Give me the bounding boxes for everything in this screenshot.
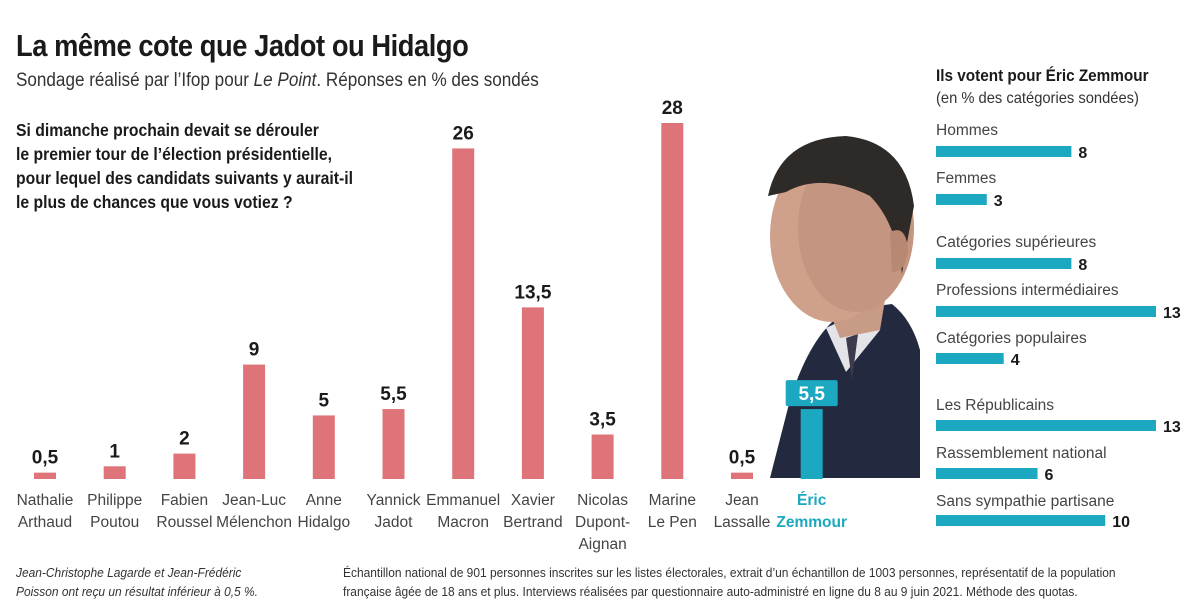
tick-label: Catégories supérieures xyxy=(936,234,1097,251)
data-label: 0,5 xyxy=(729,448,756,469)
tick-label: Arthaud xyxy=(18,514,72,531)
bar xyxy=(936,194,987,205)
data-label: 28 xyxy=(662,98,683,119)
footnote-line: Échantillon national de 901 personnes in… xyxy=(343,565,1116,580)
tick-label: Macron xyxy=(437,514,489,531)
tick-label: Jean-Luc xyxy=(222,492,286,509)
question-line: pour lequel des candidats suivants y aur… xyxy=(16,168,353,188)
bar xyxy=(936,146,1072,157)
data-label: 0,5 xyxy=(32,448,59,469)
portrait-tie xyxy=(846,334,858,380)
bar xyxy=(312,415,335,479)
tick-label: Nathalie xyxy=(17,492,74,509)
tick-label: Catégories populaires xyxy=(936,330,1087,347)
data-label: 26 xyxy=(453,123,474,144)
data-label: 8 xyxy=(1078,145,1087,162)
bar xyxy=(173,453,196,479)
tick-label: Xavier xyxy=(511,492,555,509)
data-label: 13,5 xyxy=(514,282,551,303)
bar xyxy=(243,364,266,479)
tick-label: Emmanuel xyxy=(426,492,500,509)
bar xyxy=(936,258,1072,269)
tick-label: Fabien xyxy=(161,492,208,509)
data-label: 9 xyxy=(249,340,260,361)
bar xyxy=(731,472,753,479)
bar xyxy=(34,472,56,479)
tick-label: Hommes xyxy=(936,122,998,139)
bar xyxy=(521,307,544,479)
tick-label: Lassalle xyxy=(714,514,771,531)
data-label: 3 xyxy=(994,193,1003,210)
data-label: 6 xyxy=(1045,467,1054,484)
tick-label: Dupont- xyxy=(575,514,630,531)
bar xyxy=(936,420,1156,431)
tick-label: Rassemblement national xyxy=(936,445,1107,462)
subtitle-text-2: . Réponses en % des sondés xyxy=(316,70,539,91)
tick-label: Sans sympathie partisane xyxy=(936,493,1114,510)
data-label: 13 xyxy=(1163,419,1181,436)
data-label: 5,5 xyxy=(380,384,407,405)
data-label: 2 xyxy=(179,429,190,450)
tick-label: Jadot xyxy=(375,514,414,531)
bar xyxy=(452,148,475,479)
data-label: 3,5 xyxy=(589,410,616,431)
highlight-value-badge xyxy=(785,380,838,407)
data-label: 4 xyxy=(1011,352,1020,369)
data-label: 5,5 xyxy=(798,384,825,405)
bar xyxy=(103,466,126,479)
side-chart-title: Ils votent pour Éric Zemmour xyxy=(936,66,1149,85)
tick-label: Femmes xyxy=(936,170,997,187)
portrait-ear xyxy=(890,230,908,272)
highlight-bar xyxy=(800,409,823,479)
tick-label: Nicolas xyxy=(577,492,628,509)
data-label: 10 xyxy=(1112,514,1130,531)
footnote-line: Poisson ont reçu un résultat inférieur à… xyxy=(16,584,259,599)
tick-label: Roussel xyxy=(156,514,212,531)
tick-label: Mélenchon xyxy=(216,514,292,531)
data-label: 1 xyxy=(109,441,120,462)
tick-label: Professions intermédiaires xyxy=(936,282,1119,299)
bar xyxy=(936,353,1004,364)
tick-label: Jean xyxy=(725,492,759,509)
side-chart-subtitle: (en % des catégories sondées) xyxy=(936,90,1139,107)
tick-label: Marine xyxy=(649,492,696,509)
bar xyxy=(591,434,614,479)
tick-label: Bertrand xyxy=(503,514,562,531)
bar xyxy=(936,468,1038,479)
tick-label: Zemmour xyxy=(776,514,847,531)
portrait-hair xyxy=(768,136,914,274)
bar xyxy=(661,123,684,479)
tick-label: Anne xyxy=(306,492,342,509)
footnote-line: française âgée de 18 ans et plus. Interv… xyxy=(343,584,1078,599)
data-label: 13 xyxy=(1163,305,1181,322)
question-line: Si dimanche prochain devait se dérouler xyxy=(16,120,319,140)
tick-label: Éric xyxy=(797,492,827,509)
question-line: le plus de chances que vous votiez ? xyxy=(16,192,293,212)
chart-title: La même cote que Jadot ou Hidalgo xyxy=(16,28,469,63)
subtitle-publication: Le Point xyxy=(253,70,317,91)
question-line: le premier tour de l’élection présidenti… xyxy=(16,144,332,164)
tick-label: Poutou xyxy=(90,514,139,531)
tick-label: Le Pen xyxy=(648,514,697,531)
tick-label: Hidalgo xyxy=(298,514,351,531)
tick-label: Les Républicains xyxy=(936,397,1054,414)
chart-subtitle: Sondage réalisé par l’Ifop pour Le Point… xyxy=(16,70,539,92)
footnote-line: Jean-Christophe Lagarde et Jean-Frédéric xyxy=(16,565,242,580)
bar xyxy=(936,515,1106,526)
subtitle-text-1: Sondage réalisé par l’Ifop pour xyxy=(16,70,254,91)
tick-label: Yannick xyxy=(367,492,421,509)
bar xyxy=(382,409,405,479)
footnote-methodology: Échantillon national de 901 personnes in… xyxy=(343,563,1153,601)
footnote-absent-candidates: Jean-Christophe Lagarde et Jean-Frédéric… xyxy=(16,563,292,601)
bar xyxy=(936,306,1156,317)
poll-question: Si dimanche prochain devait se dérouler … xyxy=(16,118,394,214)
data-label: 8 xyxy=(1078,257,1087,274)
tick-label: Philippe xyxy=(87,492,142,509)
data-label: 5 xyxy=(319,390,330,411)
tick-label: Aignan xyxy=(578,536,626,553)
